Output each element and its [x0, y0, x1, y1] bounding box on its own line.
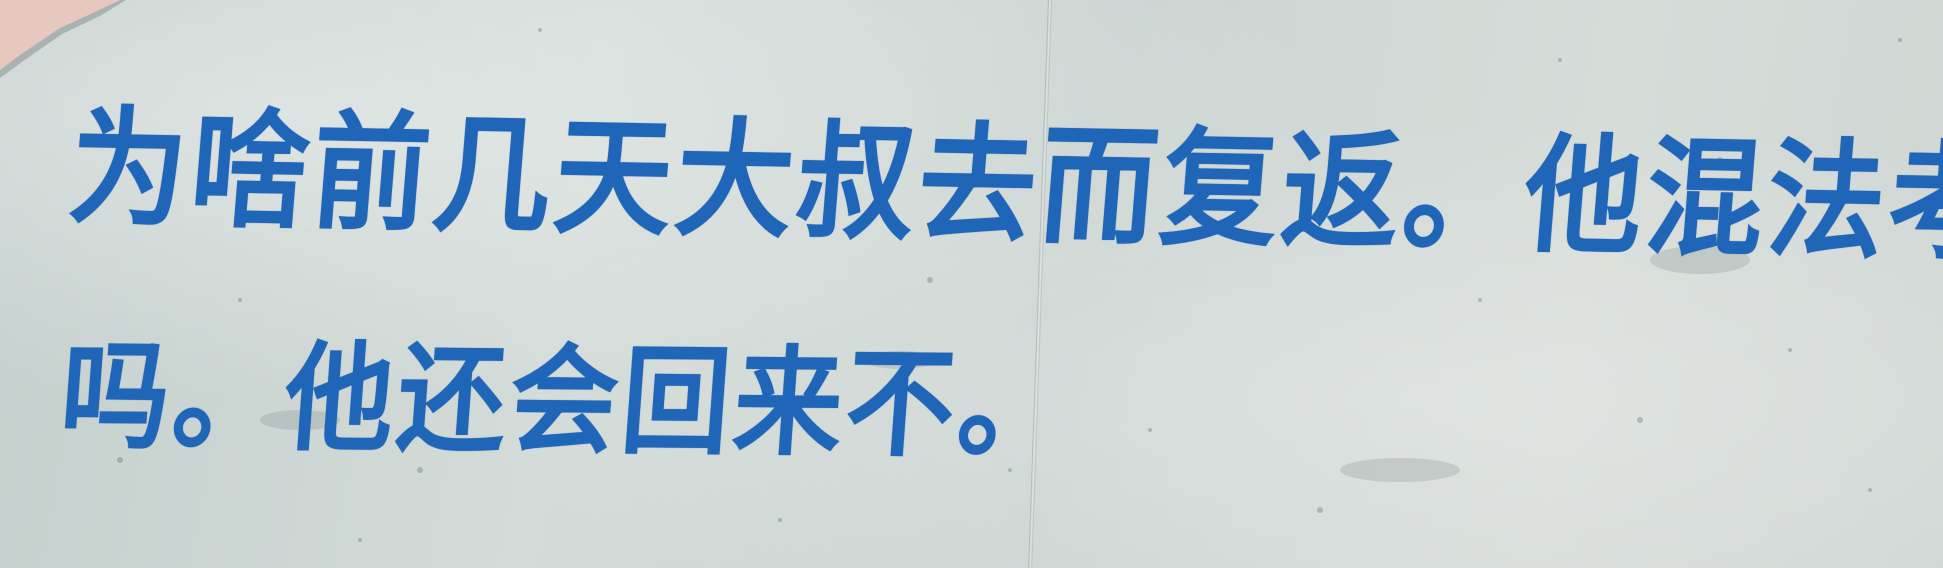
torn-corner: [0, 0, 126, 78]
handwritten-line-2: 吗。他还会回来不。: [56, 325, 1076, 475]
handwritten-line-1: 为啥前几天大叔去而复返。他混法考早完了: [63, 92, 1943, 287]
